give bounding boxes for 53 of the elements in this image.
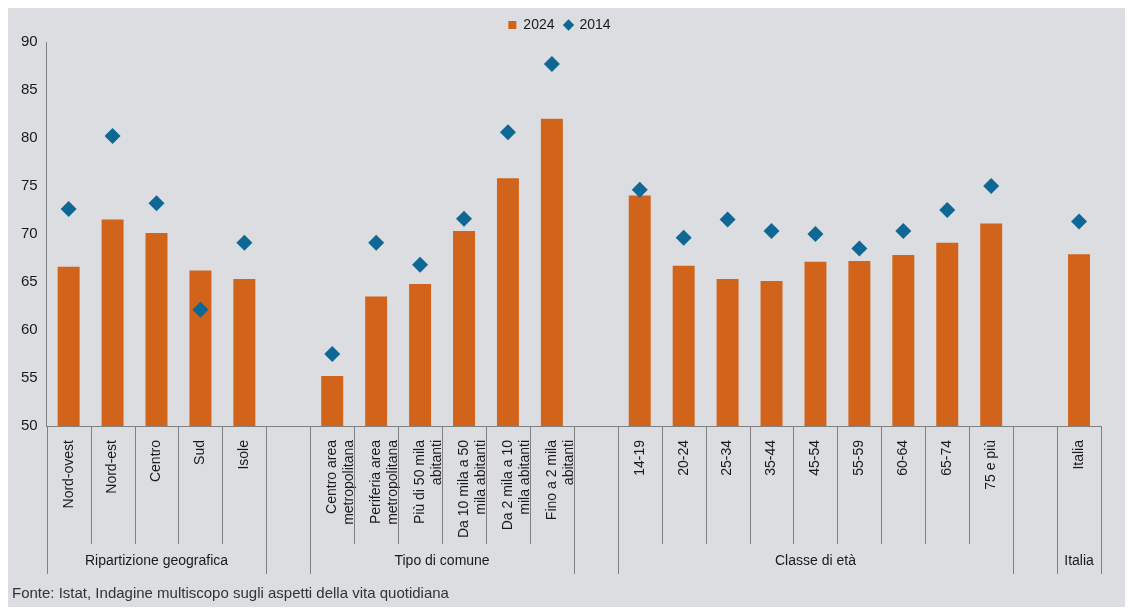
x-tick-label: Italia xyxy=(1069,439,1086,470)
point xyxy=(763,223,780,240)
point xyxy=(1071,213,1088,230)
x-tick-label: 25-34 xyxy=(718,439,735,476)
x-tick-label: 35-44 xyxy=(762,439,779,476)
point xyxy=(368,234,385,251)
point xyxy=(148,195,165,212)
x-tick-label: 65-74 xyxy=(938,439,955,476)
y-tick-label: 85 xyxy=(21,80,38,98)
point xyxy=(236,234,253,251)
y-tick-label: 90 xyxy=(21,32,38,50)
point xyxy=(456,210,473,227)
point xyxy=(543,56,560,73)
point xyxy=(60,201,77,218)
x-tick-label: Isole xyxy=(235,439,252,470)
x-tick-label: 20-24 xyxy=(674,439,691,476)
y-tick-label: 70 xyxy=(21,224,38,242)
point xyxy=(983,178,1000,194)
x-tick-label: Nord-ovest xyxy=(59,439,76,509)
x-tick-label: 14-19 xyxy=(630,439,647,476)
point xyxy=(851,240,868,257)
point xyxy=(895,223,912,240)
point xyxy=(807,226,824,242)
x-tick-label: 45-54 xyxy=(806,439,823,476)
source-note: Fonte: Istat, Indagine multiscopo sugli aspetti della vita quotidiana xyxy=(11,583,450,603)
text: Ripartizione geografica xyxy=(84,551,229,568)
y-tick-label: 55 xyxy=(21,368,38,386)
text: Tipo di comune xyxy=(394,551,490,568)
point xyxy=(324,346,341,362)
point xyxy=(939,202,956,218)
legend-label: 2024 xyxy=(523,15,555,32)
x-tick-label: Centro xyxy=(147,439,164,483)
x-tick-label: 75 e più xyxy=(982,440,999,490)
point xyxy=(192,301,209,318)
y-tick-label: 75 xyxy=(21,176,38,194)
point xyxy=(719,211,736,228)
point xyxy=(631,181,648,198)
point xyxy=(104,128,121,145)
text: Classe di età xyxy=(774,551,857,568)
legend-label: 2014 xyxy=(579,15,611,32)
y-tick-label: 60 xyxy=(21,320,38,338)
x-tick-label: Sud xyxy=(191,440,208,465)
y-tick-label: 50 xyxy=(21,416,38,434)
x-tick-label: 60-64 xyxy=(894,439,911,476)
x-tick-label: Centro area metropolitana xyxy=(323,439,356,525)
point xyxy=(499,124,516,141)
point xyxy=(412,256,429,273)
y-tick-label: 65 xyxy=(21,272,38,290)
x-tick-label: Nord-est xyxy=(103,439,120,494)
y-tick-label: 80 xyxy=(21,128,38,146)
point xyxy=(675,229,692,246)
text: Italia xyxy=(1064,551,1095,568)
x-tick-label: 55-59 xyxy=(850,439,867,476)
